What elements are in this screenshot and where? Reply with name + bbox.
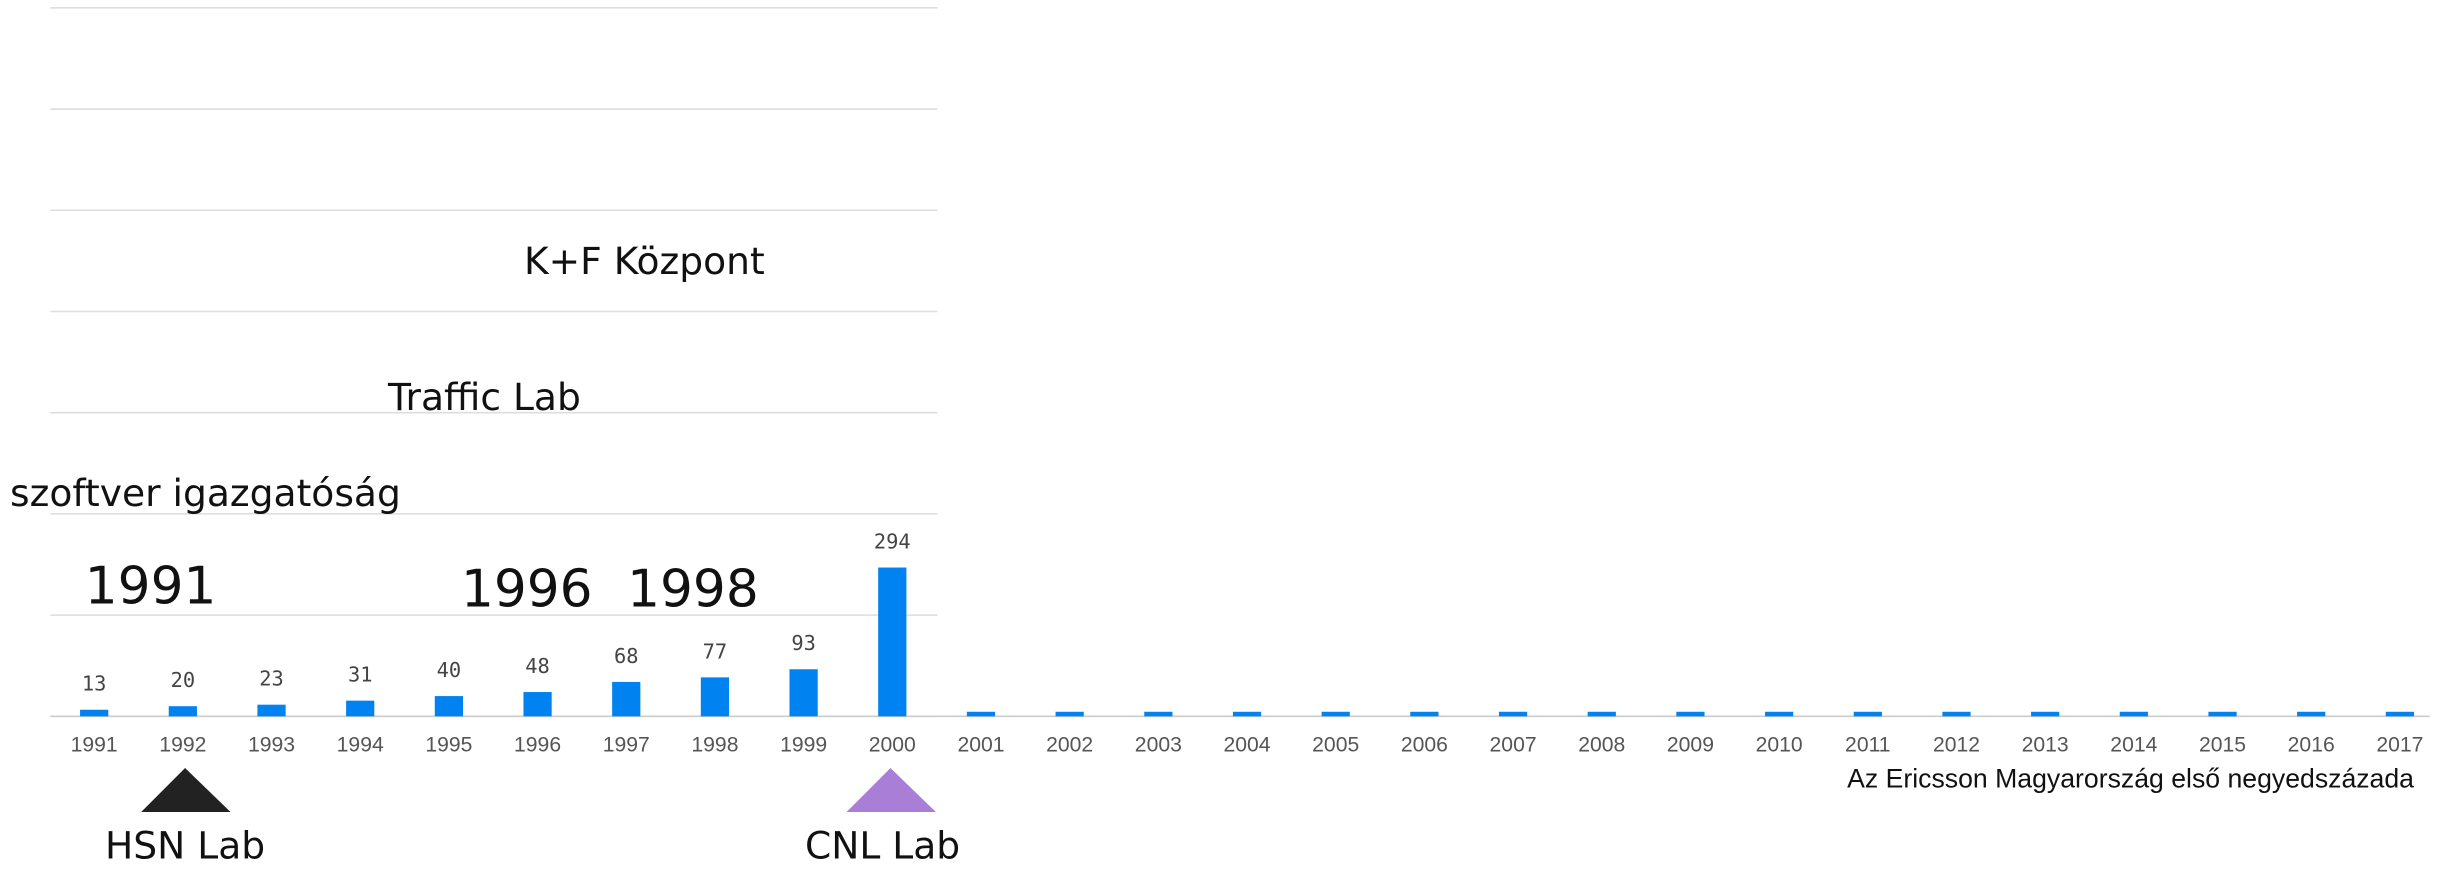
x-tick-label: 2009 bbox=[1667, 734, 1714, 757]
value-label: 13 bbox=[82, 672, 107, 696]
x-tick-label: 2011 bbox=[1845, 734, 1891, 757]
x-tick-label: 1995 bbox=[425, 734, 472, 757]
marker-triangle bbox=[846, 768, 936, 812]
x-tick-label: 2000 bbox=[869, 734, 916, 757]
annotation: szoftver igazgatóság bbox=[10, 471, 401, 515]
bar bbox=[168, 706, 197, 717]
x-tick-label: 2008 bbox=[1578, 734, 1625, 757]
bar bbox=[878, 567, 907, 717]
x-tick-label: 2013 bbox=[2022, 734, 2069, 757]
annotation: Traffic Lab bbox=[387, 375, 581, 419]
value-label: 68 bbox=[614, 644, 639, 668]
x-tick-label: 1993 bbox=[248, 734, 295, 757]
bar bbox=[789, 669, 818, 717]
x-tick-label: 2003 bbox=[1135, 734, 1182, 757]
x-tick-label: 2014 bbox=[2110, 734, 2157, 757]
x-tick-label: 2015 bbox=[2199, 734, 2246, 757]
value-label: 77 bbox=[703, 639, 728, 663]
annotation: 1998 bbox=[627, 560, 759, 620]
x-tick-label: 2002 bbox=[1046, 734, 1093, 757]
x-tick-label: 2007 bbox=[1490, 734, 1537, 757]
value-label: 294 bbox=[874, 529, 911, 553]
x-tick-label: 1996 bbox=[514, 734, 561, 757]
value-label: 93 bbox=[791, 631, 816, 655]
value-label: 40 bbox=[437, 658, 462, 682]
x-tick-label: 1997 bbox=[603, 734, 650, 757]
bar bbox=[346, 700, 375, 717]
annotation: K+F Központ bbox=[524, 239, 765, 283]
bar bbox=[257, 704, 286, 717]
bar bbox=[80, 709, 109, 717]
x-tick-label: 2001 bbox=[957, 734, 1004, 757]
bar bbox=[1853, 711, 1882, 717]
bar bbox=[612, 681, 641, 717]
bar bbox=[1144, 711, 1173, 717]
x-tick-label: 2017 bbox=[2376, 734, 2423, 757]
bar bbox=[2119, 711, 2148, 717]
x-tick-label: 1991 bbox=[71, 734, 118, 757]
bar bbox=[2385, 711, 2414, 717]
x-tick-label: 2016 bbox=[2288, 734, 2335, 757]
bar bbox=[1676, 711, 1705, 717]
x-tick-label: 1994 bbox=[337, 734, 384, 757]
x-tick-label: 2005 bbox=[1312, 734, 1359, 757]
x-tick-label: 1999 bbox=[780, 734, 827, 757]
bar bbox=[1055, 711, 1084, 717]
x-tick-label: 2012 bbox=[1933, 734, 1980, 757]
annotation: 1996 bbox=[461, 560, 593, 620]
annotation: CNL Lab bbox=[805, 823, 960, 867]
annotation: 1991 bbox=[85, 556, 217, 616]
caption: Az Ericsson Magyarország első negyedszáz… bbox=[1847, 764, 2414, 794]
bar bbox=[1587, 711, 1616, 717]
x-tick-label: 2010 bbox=[1756, 734, 1803, 757]
bar bbox=[966, 711, 996, 717]
bar bbox=[2208, 711, 2237, 717]
x-tick-label: 1992 bbox=[159, 734, 206, 757]
x-tick-label: 2004 bbox=[1223, 734, 1270, 757]
bar bbox=[1765, 711, 1794, 717]
bar bbox=[1942, 711, 1971, 717]
grid bbox=[50, 7, 938, 718]
bar bbox=[523, 692, 552, 717]
bar bbox=[1232, 711, 1262, 717]
bar bbox=[1498, 711, 1528, 717]
bar bbox=[2297, 711, 2326, 717]
bar bbox=[2031, 711, 2060, 717]
annotation: HSN Lab bbox=[105, 823, 265, 867]
value-label: 20 bbox=[171, 668, 196, 692]
bar bbox=[1410, 711, 1439, 717]
value-label: 48 bbox=[525, 654, 550, 678]
value-label: 31 bbox=[348, 663, 373, 687]
x-tick-label: 1998 bbox=[691, 734, 738, 757]
bar bbox=[700, 677, 730, 717]
x-tick-label: 2006 bbox=[1401, 734, 1448, 757]
marker-triangle bbox=[141, 768, 231, 812]
value-label: 23 bbox=[259, 667, 284, 691]
bar bbox=[1321, 711, 1350, 717]
bar bbox=[434, 696, 463, 717]
